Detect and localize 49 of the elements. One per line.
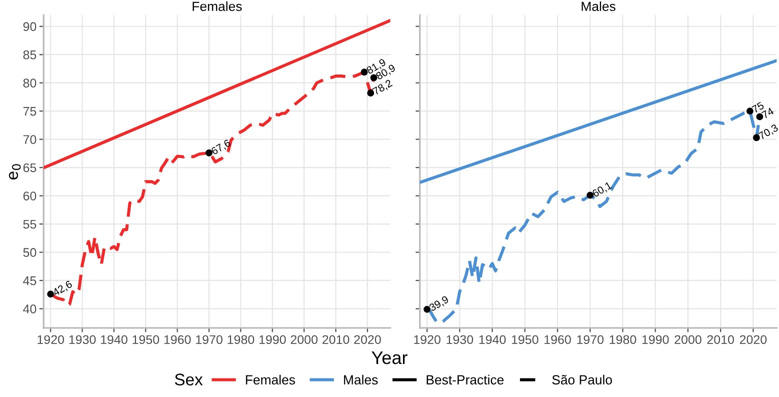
annotation: 42,6 — [52, 280, 74, 298]
x-tick-label: 1930 — [69, 335, 96, 344]
annotation: 60,1 — [592, 181, 613, 198]
x-tick-label: 2010 — [707, 335, 734, 344]
x-tick-label: 2020 — [740, 335, 767, 344]
annotation: 78,2 — [372, 79, 394, 96]
y-tick-label: 65 — [23, 163, 36, 172]
x-tick-label: 1960 — [164, 335, 191, 344]
x-tick-label: 1970 — [196, 335, 222, 344]
y-tick-label: 55 — [23, 220, 36, 229]
x-tick-label: 1940 — [101, 335, 128, 344]
chart-title: Males — [582, 1, 616, 12]
x-tick-label: 2000 — [290, 335, 318, 344]
x-tick-label: 1970 — [577, 335, 604, 344]
x-tick-label: 2020 — [354, 335, 381, 344]
y-tick-label: 50 — [23, 248, 36, 257]
x-tick-label: 2010 — [322, 335, 350, 344]
x-tick-label: 1920 — [38, 335, 64, 344]
chart-title: Males — [344, 374, 378, 384]
chart-title: Females — [246, 374, 296, 384]
x-tick-label: 1980 — [610, 335, 636, 344]
x-tick-label: 2000 — [674, 335, 702, 344]
point — [47, 290, 54, 298]
x-tick-label: 1990 — [259, 335, 286, 344]
x-tick-label: 1950 — [512, 335, 538, 344]
x-tick-label: 1980 — [228, 335, 254, 344]
x-axis-title: Year — [372, 352, 408, 364]
y-tick-label: 40 — [23, 304, 36, 314]
y-tick-label: 80 — [23, 78, 36, 88]
x-tick-label: 1940 — [479, 335, 506, 344]
y-tick-label: 70 — [23, 135, 36, 144]
x-tick-label: 1960 — [544, 335, 571, 344]
y-tick-label: 45 — [23, 276, 36, 286]
x-tick-label: 1990 — [642, 335, 669, 344]
x-tick-label: 1950 — [132, 335, 160, 344]
annotation: 70,3 — [758, 124, 779, 141]
y-tick-label: 85 — [23, 50, 36, 60]
text: São Paulo — [552, 374, 612, 384]
y-tick-label: 60 — [23, 192, 36, 200]
x-tick-label: 1930 — [446, 335, 474, 344]
y-axis-title: e$_{0}$ — [8, 164, 21, 180]
x-tick-label: 1920 — [414, 335, 440, 344]
y-tick-label: 75 — [23, 107, 36, 116]
text: Best-Practice — [426, 374, 504, 384]
y-tick-label: 90 — [23, 22, 36, 32]
legend-title: Sex — [174, 374, 203, 386]
chart-title: Females — [192, 1, 242, 12]
annotation: 39,9 — [428, 295, 450, 313]
annotation: 67,6 — [210, 138, 232, 156]
